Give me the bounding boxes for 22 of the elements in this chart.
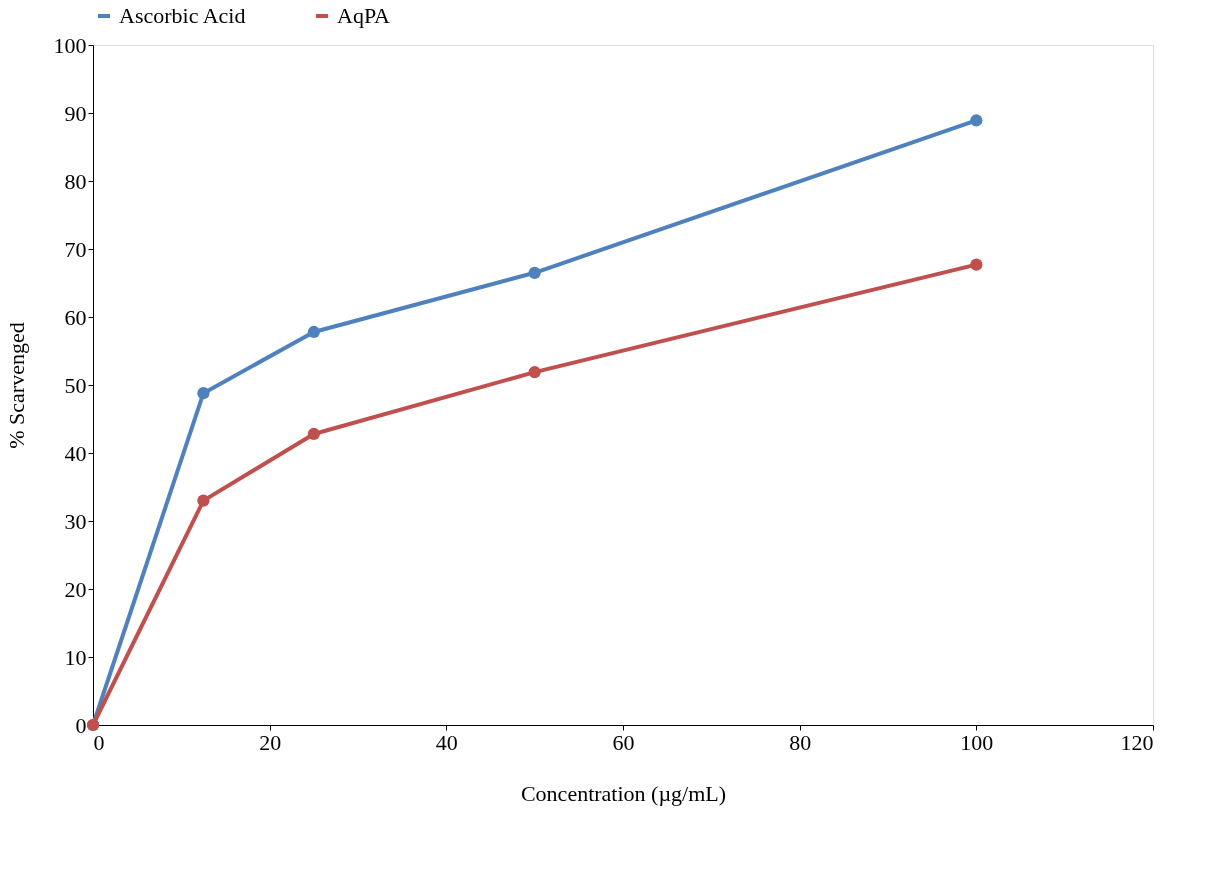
legend-label: AqPA: [337, 3, 391, 28]
y-tick-label: 30: [64, 508, 87, 534]
y-tick-label: 90: [64, 100, 87, 126]
y-tick-label: 50: [64, 372, 87, 398]
y-tick-label: 10: [64, 644, 87, 670]
legend-label: Ascorbic Acid: [119, 3, 246, 28]
y-tick-label: 80: [64, 168, 87, 194]
y-tick-label: 60: [64, 304, 87, 330]
x-tick-label: 20: [259, 729, 282, 755]
y-tick-label: 0: [75, 712, 87, 738]
x-tick-label: 40: [435, 729, 458, 755]
x-tick-label: 120: [1120, 729, 1154, 755]
x-tick-label: 100: [960, 729, 994, 755]
x-tick-label: 0: [93, 729, 105, 755]
y-tick-label: 40: [64, 440, 87, 466]
y-tick-label: 20: [64, 576, 87, 602]
x-tick-label: 60: [612, 729, 635, 755]
y-axis-title: % Scarvenged: [3, 322, 29, 449]
x-tick-label: 80: [789, 729, 812, 755]
x-axis-title: Concentration (µg/mL): [520, 780, 727, 806]
y-tick-label: 100: [53, 32, 87, 58]
y-tick-label: 70: [64, 236, 87, 262]
